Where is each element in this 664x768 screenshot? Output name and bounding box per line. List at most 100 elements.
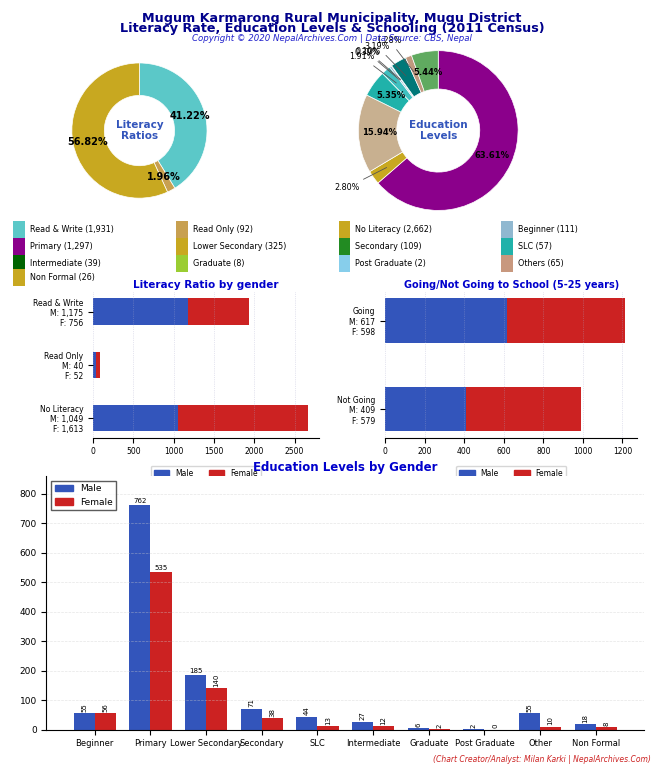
- Bar: [540, 727, 561, 730]
- Bar: [176, 254, 187, 272]
- Wedge shape: [154, 161, 175, 192]
- Text: 2: 2: [471, 723, 477, 728]
- Bar: [373, 726, 394, 730]
- Wedge shape: [412, 51, 438, 91]
- Text: 18: 18: [582, 714, 588, 723]
- Wedge shape: [392, 58, 421, 97]
- Title: Education Levels by Gender: Education Levels by Gender: [253, 461, 438, 474]
- Wedge shape: [359, 95, 402, 171]
- Text: 5.44%: 5.44%: [414, 68, 443, 77]
- Text: Lower Secondary (325): Lower Secondary (325): [193, 242, 286, 251]
- Text: 13: 13: [325, 716, 331, 724]
- Wedge shape: [367, 74, 409, 112]
- Bar: [93, 352, 96, 378]
- Wedge shape: [391, 66, 414, 97]
- Legend: Male, Female: Male, Female: [51, 481, 116, 511]
- Bar: [466, 387, 580, 431]
- Bar: [151, 572, 171, 730]
- Text: 56.82%: 56.82%: [68, 137, 108, 147]
- Wedge shape: [390, 66, 414, 98]
- Bar: [339, 238, 350, 255]
- Bar: [185, 675, 206, 730]
- Text: Beginner (111): Beginner (111): [518, 226, 578, 234]
- Text: 3.19%: 3.19%: [365, 41, 406, 76]
- Text: Graduate (8): Graduate (8): [193, 259, 244, 267]
- Bar: [596, 727, 617, 730]
- Bar: [501, 254, 513, 272]
- Text: 71: 71: [248, 699, 254, 707]
- Text: 140: 140: [214, 674, 220, 687]
- Bar: [296, 717, 317, 730]
- Legend: Male, Female: Male, Female: [456, 465, 566, 481]
- Wedge shape: [406, 55, 424, 93]
- Text: Primary (1,297): Primary (1,297): [30, 242, 93, 251]
- Bar: [385, 299, 507, 343]
- Text: 0.10%: 0.10%: [356, 47, 400, 80]
- Bar: [240, 709, 262, 730]
- Text: 1.91%: 1.91%: [349, 52, 396, 83]
- Bar: [129, 505, 151, 730]
- Text: 6: 6: [415, 722, 421, 727]
- Bar: [93, 299, 188, 325]
- Text: 1.28%: 1.28%: [376, 35, 414, 72]
- Bar: [352, 722, 373, 730]
- Bar: [317, 726, 339, 730]
- Text: Copyright © 2020 NepalArchives.Com | Data Source: CBS, Nepal: Copyright © 2020 NepalArchives.Com | Dat…: [192, 34, 472, 43]
- Text: 56: 56: [102, 703, 108, 712]
- Wedge shape: [139, 63, 207, 188]
- Text: 10: 10: [548, 717, 554, 726]
- Text: Education
Levels: Education Levels: [409, 120, 467, 141]
- Bar: [13, 221, 25, 239]
- Text: 2.80%: 2.80%: [334, 167, 386, 192]
- Bar: [13, 238, 25, 255]
- Text: 63.61%: 63.61%: [475, 151, 509, 160]
- Text: 27: 27: [359, 712, 366, 720]
- Bar: [408, 728, 429, 730]
- Bar: [339, 254, 350, 272]
- Bar: [96, 352, 100, 378]
- Bar: [574, 724, 596, 730]
- Text: No Literacy (2,662): No Literacy (2,662): [355, 226, 432, 234]
- Title: Going/Not Going to School (5-25 years): Going/Not Going to School (5-25 years): [404, 280, 619, 290]
- Bar: [13, 254, 25, 272]
- Bar: [519, 713, 540, 730]
- Text: 535: 535: [155, 564, 167, 571]
- Wedge shape: [72, 63, 167, 198]
- Text: Others (65): Others (65): [518, 259, 564, 267]
- Text: 55: 55: [527, 703, 533, 712]
- Bar: [385, 387, 466, 431]
- Text: 0.39%: 0.39%: [355, 48, 400, 80]
- Wedge shape: [382, 67, 413, 101]
- Text: 55: 55: [81, 703, 87, 712]
- Bar: [507, 299, 625, 343]
- Text: 185: 185: [189, 668, 203, 674]
- Title: Literacy Ratio by gender: Literacy Ratio by gender: [133, 280, 279, 290]
- Bar: [93, 405, 177, 431]
- Text: 8: 8: [604, 722, 610, 726]
- Bar: [74, 713, 95, 730]
- Text: 762: 762: [133, 498, 147, 504]
- Bar: [188, 299, 248, 325]
- Bar: [339, 221, 350, 239]
- Bar: [262, 718, 283, 730]
- Text: 2: 2: [436, 723, 442, 728]
- Bar: [501, 221, 513, 239]
- Text: 1.96%: 1.96%: [147, 172, 181, 182]
- Text: 15.94%: 15.94%: [362, 128, 396, 137]
- Text: Post Graduate (2): Post Graduate (2): [355, 259, 426, 267]
- Text: 12: 12: [380, 716, 386, 725]
- Text: SLC (57): SLC (57): [518, 242, 552, 251]
- Bar: [177, 405, 307, 431]
- Bar: [176, 238, 187, 255]
- Text: 41.22%: 41.22%: [170, 111, 210, 121]
- Bar: [13, 269, 25, 286]
- Text: Non Formal (26): Non Formal (26): [30, 273, 95, 282]
- Legend: Male, Female: Male, Female: [151, 465, 261, 481]
- Wedge shape: [378, 51, 518, 210]
- Bar: [176, 221, 187, 239]
- Bar: [95, 713, 116, 730]
- Text: 44: 44: [304, 707, 310, 716]
- Text: Secondary (109): Secondary (109): [355, 242, 422, 251]
- Text: (Chart Creator/Analyst: Milan Karki | NepalArchives.Com): (Chart Creator/Analyst: Milan Karki | Ne…: [433, 755, 651, 764]
- Text: Literacy
Ratios: Literacy Ratios: [116, 120, 163, 141]
